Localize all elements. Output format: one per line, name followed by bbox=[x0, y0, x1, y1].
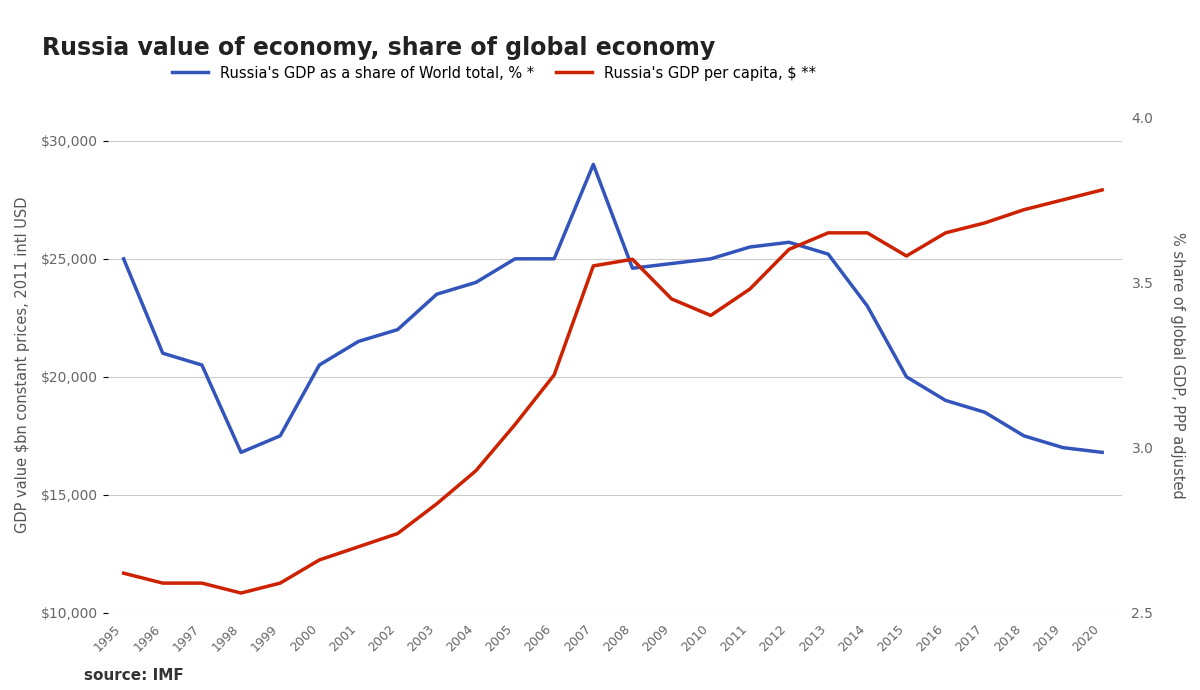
Russia's GDP per capita, $ ** bbox=[1056, 196, 1070, 204]
Russia's GDP per capita, $ ** bbox=[821, 228, 835, 237]
Russia's GDP as a share of World total, % * bbox=[782, 238, 797, 246]
Russia's GDP as a share of World total, % * bbox=[1056, 444, 1070, 452]
Line: Russia's GDP as a share of World total, % *: Russia's GDP as a share of World total, … bbox=[124, 164, 1102, 453]
Russia's GDP per capita, $ ** bbox=[743, 285, 757, 293]
Y-axis label: GDP value $bn constant prices, 2011 intl USD: GDP value $bn constant prices, 2011 intl… bbox=[14, 197, 30, 533]
Russia's GDP per capita, $ ** bbox=[860, 228, 875, 237]
Russia's GDP as a share of World total, % * bbox=[234, 448, 248, 457]
Text: source: IMF: source: IMF bbox=[84, 668, 184, 683]
Russia's GDP as a share of World total, % * bbox=[743, 243, 757, 251]
Russia's GDP per capita, $ ** bbox=[272, 579, 287, 587]
Russia's GDP as a share of World total, % * bbox=[586, 160, 600, 168]
Russia's GDP as a share of World total, % * bbox=[116, 255, 131, 263]
Russia's GDP per capita, $ ** bbox=[899, 252, 913, 260]
Legend: Russia's GDP as a share of World total, % *, Russia's GDP per capita, $ **: Russia's GDP as a share of World total, … bbox=[166, 60, 822, 87]
Russia's GDP per capita, $ ** bbox=[586, 262, 600, 270]
Russia's GDP as a share of World total, % * bbox=[272, 432, 287, 440]
Russia's GDP per capita, $ ** bbox=[625, 255, 640, 264]
Russia's GDP per capita, $ ** bbox=[938, 228, 953, 237]
Russia's GDP per capita, $ ** bbox=[703, 311, 718, 319]
Russia's GDP per capita, $ ** bbox=[1016, 206, 1031, 214]
Russia's GDP per capita, $ ** bbox=[352, 542, 366, 551]
Russia's GDP as a share of World total, % * bbox=[1016, 432, 1031, 440]
Russia's GDP per capita, $ ** bbox=[469, 466, 484, 475]
Russia's GDP per capita, $ ** bbox=[782, 245, 797, 253]
Russia's GDP as a share of World total, % * bbox=[665, 259, 679, 268]
Russia's GDP as a share of World total, % * bbox=[469, 278, 484, 286]
Line: Russia's GDP per capita, $ **: Russia's GDP per capita, $ ** bbox=[124, 190, 1102, 593]
Russia's GDP per capita, $ ** bbox=[234, 589, 248, 597]
Russia's GDP as a share of World total, % * bbox=[899, 373, 913, 381]
Russia's GDP per capita, $ ** bbox=[1094, 186, 1109, 194]
Russia's GDP as a share of World total, % * bbox=[430, 290, 444, 298]
Russia's GDP as a share of World total, % * bbox=[938, 396, 953, 404]
Russia's GDP as a share of World total, % * bbox=[547, 255, 562, 263]
Russia's GDP as a share of World total, % * bbox=[352, 337, 366, 346]
Russia's GDP as a share of World total, % * bbox=[703, 255, 718, 263]
Russia's GDP per capita, $ ** bbox=[978, 219, 992, 227]
Russia's GDP as a share of World total, % * bbox=[978, 408, 992, 416]
Russia's GDP as a share of World total, % * bbox=[508, 255, 522, 263]
Russia's GDP as a share of World total, % * bbox=[390, 326, 404, 334]
Russia's GDP as a share of World total, % * bbox=[156, 349, 170, 357]
Russia's GDP as a share of World total, % * bbox=[1094, 448, 1109, 457]
Russia's GDP per capita, $ ** bbox=[156, 579, 170, 587]
Russia's GDP per capita, $ ** bbox=[547, 371, 562, 379]
Russia's GDP as a share of World total, % * bbox=[194, 361, 209, 369]
Text: Russia value of economy, share of global economy: Russia value of economy, share of global… bbox=[42, 36, 715, 60]
Russia's GDP per capita, $ ** bbox=[430, 500, 444, 508]
Russia's GDP per capita, $ ** bbox=[312, 556, 326, 564]
Russia's GDP as a share of World total, % * bbox=[860, 302, 875, 311]
Russia's GDP per capita, $ ** bbox=[194, 579, 209, 587]
Russia's GDP per capita, $ ** bbox=[508, 420, 522, 428]
Russia's GDP per capita, $ ** bbox=[665, 295, 679, 303]
Russia's GDP per capita, $ ** bbox=[390, 529, 404, 538]
Russia's GDP as a share of World total, % * bbox=[312, 361, 326, 369]
Y-axis label: % share of global GDP, PPP adjusted: % share of global GDP, PPP adjusted bbox=[1170, 232, 1186, 498]
Russia's GDP per capita, $ ** bbox=[116, 569, 131, 578]
Russia's GDP as a share of World total, % * bbox=[821, 250, 835, 258]
Russia's GDP as a share of World total, % * bbox=[625, 264, 640, 273]
